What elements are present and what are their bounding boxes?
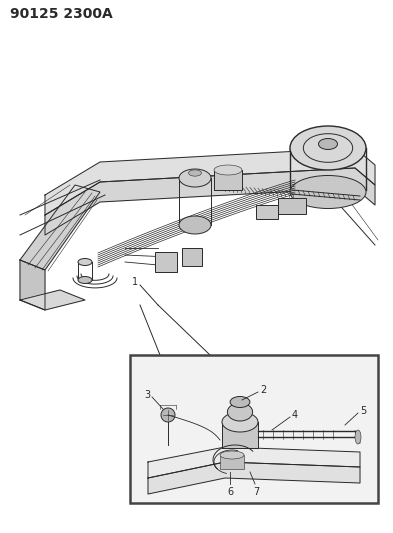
Ellipse shape (318, 139, 338, 149)
Ellipse shape (214, 165, 242, 175)
Text: 7: 7 (253, 487, 259, 497)
FancyBboxPatch shape (256, 205, 278, 219)
Ellipse shape (290, 126, 366, 170)
Text: 3: 3 (144, 390, 150, 400)
Ellipse shape (189, 170, 201, 176)
Polygon shape (20, 290, 85, 310)
Text: 2: 2 (260, 385, 266, 395)
FancyBboxPatch shape (220, 455, 244, 469)
FancyBboxPatch shape (222, 422, 258, 448)
Ellipse shape (78, 277, 92, 284)
Text: 90125 2300A: 90125 2300A (10, 7, 113, 21)
FancyBboxPatch shape (155, 252, 177, 272)
Ellipse shape (78, 259, 92, 265)
FancyBboxPatch shape (214, 170, 242, 190)
Ellipse shape (230, 397, 250, 408)
Polygon shape (20, 185, 100, 270)
Ellipse shape (228, 403, 253, 421)
FancyBboxPatch shape (182, 248, 202, 266)
Polygon shape (148, 447, 360, 478)
Ellipse shape (179, 169, 211, 187)
Text: 5: 5 (360, 406, 366, 416)
Polygon shape (20, 260, 45, 310)
Ellipse shape (222, 412, 258, 432)
Ellipse shape (290, 175, 366, 208)
Text: 4: 4 (292, 410, 298, 420)
Text: 1: 1 (132, 277, 138, 287)
Bar (130, 355, 378, 503)
Ellipse shape (355, 430, 361, 444)
Text: 6: 6 (227, 487, 233, 497)
Circle shape (161, 408, 175, 422)
Polygon shape (148, 462, 360, 494)
Ellipse shape (220, 451, 244, 459)
Ellipse shape (179, 216, 211, 234)
FancyBboxPatch shape (278, 198, 306, 214)
Polygon shape (45, 148, 375, 215)
Polygon shape (45, 168, 375, 235)
